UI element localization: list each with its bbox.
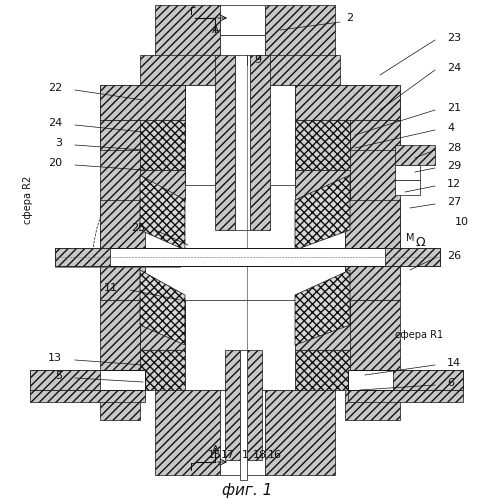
Text: 26: 26 — [447, 251, 461, 261]
Text: 12: 12 — [447, 179, 461, 189]
Bar — [140, 350, 185, 390]
Bar — [265, 5, 335, 60]
Text: M: M — [406, 233, 414, 243]
Text: Г: Г — [190, 7, 196, 17]
Bar — [345, 250, 400, 300]
Bar — [265, 390, 335, 475]
Text: Г: Г — [190, 463, 196, 473]
Text: 24: 24 — [447, 63, 461, 73]
Bar — [295, 170, 350, 200]
Text: 2: 2 — [346, 13, 354, 23]
Text: 16: 16 — [268, 450, 282, 460]
Bar — [100, 85, 140, 285]
Bar — [55, 248, 440, 266]
Bar — [345, 85, 400, 285]
Polygon shape — [140, 175, 185, 250]
Text: сфера R2: сфера R2 — [23, 176, 33, 224]
Text: 29: 29 — [447, 161, 461, 171]
Bar — [240, 350, 247, 480]
Bar — [295, 120, 350, 170]
Bar — [145, 155, 180, 225]
Bar — [30, 370, 145, 390]
Bar — [295, 300, 350, 350]
Bar — [395, 145, 435, 165]
Bar — [225, 350, 240, 460]
Bar — [30, 370, 100, 390]
Text: 18: 18 — [253, 450, 267, 460]
Text: 1: 1 — [242, 450, 248, 460]
Bar — [55, 248, 110, 266]
Bar — [220, 35, 265, 60]
Bar — [393, 370, 463, 390]
Text: 23: 23 — [447, 33, 461, 43]
Bar — [155, 390, 220, 475]
Bar — [100, 85, 185, 120]
Bar — [140, 120, 185, 170]
Bar — [100, 200, 145, 250]
Bar — [220, 5, 265, 35]
Bar — [155, 5, 220, 60]
Polygon shape — [140, 270, 185, 345]
Text: 9: 9 — [254, 55, 261, 65]
Bar — [140, 55, 220, 85]
Text: 6: 6 — [447, 378, 454, 388]
Text: 20: 20 — [48, 158, 62, 168]
Polygon shape — [295, 175, 350, 250]
Bar — [345, 300, 400, 420]
Bar — [220, 390, 265, 475]
Text: А: А — [211, 445, 218, 455]
Bar — [247, 350, 262, 460]
Bar — [385, 248, 440, 266]
Text: 3: 3 — [55, 138, 62, 148]
Bar — [100, 250, 145, 300]
Bar — [345, 200, 400, 250]
Text: 25: 25 — [131, 223, 145, 233]
Bar — [395, 165, 420, 180]
Bar — [185, 85, 295, 185]
Text: 4: 4 — [447, 123, 454, 133]
Text: 14: 14 — [447, 358, 461, 368]
Bar — [100, 120, 145, 150]
Bar — [140, 170, 185, 200]
Bar — [350, 120, 400, 150]
Bar — [30, 390, 145, 402]
Text: 24: 24 — [48, 118, 62, 128]
Text: 21: 21 — [447, 103, 461, 113]
Text: Ω: Ω — [415, 236, 425, 250]
Text: 5: 5 — [55, 371, 62, 381]
Text: 27: 27 — [447, 197, 461, 207]
Text: 17: 17 — [221, 450, 235, 460]
Text: сфера R1: сфера R1 — [395, 330, 443, 340]
Bar — [265, 55, 340, 85]
Text: 28: 28 — [447, 143, 461, 153]
Bar — [235, 55, 250, 230]
Text: 13: 13 — [48, 353, 62, 363]
Text: 11: 11 — [104, 283, 118, 293]
Bar — [348, 390, 463, 402]
Bar — [348, 370, 463, 390]
Text: А: А — [211, 25, 218, 35]
Bar — [395, 180, 420, 195]
Bar — [215, 55, 235, 230]
Bar — [295, 350, 350, 390]
Bar — [185, 300, 295, 390]
Polygon shape — [295, 270, 350, 345]
Bar — [140, 85, 185, 145]
Bar — [295, 85, 400, 120]
Text: фиг. 1: фиг. 1 — [222, 482, 272, 498]
Bar — [250, 55, 270, 230]
Text: 10: 10 — [455, 217, 469, 227]
Bar — [100, 300, 140, 420]
Bar — [140, 300, 185, 350]
Text: 22: 22 — [48, 83, 62, 93]
Bar — [295, 85, 345, 145]
Text: 15: 15 — [208, 450, 222, 460]
